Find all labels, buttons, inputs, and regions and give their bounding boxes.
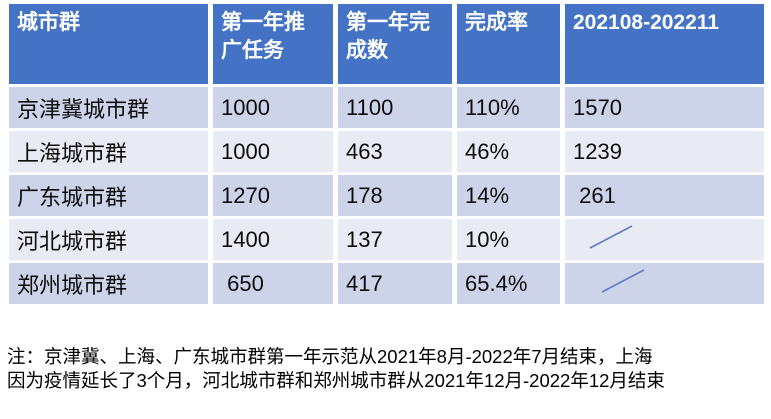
row-label: 河北城市群 <box>9 219 208 260</box>
period-value: 1239 <box>565 131 764 172</box>
period-no-data-cell <box>565 263 764 304</box>
header-row: 城市群 第一年推广任务 第一年完成数 完成率 202108-202211 <box>9 4 764 84</box>
table-row: 河北城市群 1400 137 10% <box>9 219 764 260</box>
col-header-completion-rate: 完成率 <box>457 4 560 84</box>
footnote-line: 因为疫情延长了3个月，河北城市群和郑州城市群从2021年12月-2022年12月… <box>7 370 665 391</box>
row-label: 上海城市群 <box>9 131 208 172</box>
done-value: 463 <box>338 131 452 172</box>
col-header-period: 202108-202211 <box>565 4 764 84</box>
rate-value: 14% <box>457 175 560 216</box>
footnote: 注：京津冀、上海、广东城市群第一年示范从2021年8月-2022年7月结束，上海… <box>7 345 763 393</box>
period-no-data-cell <box>565 219 764 260</box>
rate-value: 110% <box>457 87 560 128</box>
footnote-line: 注：京津冀、上海、广东城市群第一年示范从2021年8月-2022年7月结束，上海 <box>7 346 653 367</box>
no-data-slash-icon <box>599 267 647 301</box>
col-header-city-cluster: 城市群 <box>9 4 208 84</box>
rate-value: 10% <box>457 219 560 260</box>
col-header-first-year-task: 第一年推广任务 <box>213 4 333 84</box>
city-cluster-table: 城市群 第一年推广任务 第一年完成数 完成率 202108-202211 京津冀… <box>4 1 769 307</box>
done-value: 178 <box>338 175 452 216</box>
task-value: 1400 <box>213 219 333 260</box>
table-row: 郑州城市群 650 417 65.4% <box>9 263 764 304</box>
task-value: 650 <box>213 263 333 304</box>
row-label: 京津冀城市群 <box>9 87 208 128</box>
done-value: 1100 <box>338 87 452 128</box>
task-value: 1000 <box>213 87 333 128</box>
table-row: 京津冀城市群 1000 1100 110% 1570 <box>9 87 764 128</box>
row-label: 郑州城市群 <box>9 263 208 304</box>
task-value: 1000 <box>213 131 333 172</box>
done-value: 137 <box>338 219 452 260</box>
task-value: 1270 <box>213 175 333 216</box>
table-row: 广东城市群 1270 178 14% 261 <box>9 175 764 216</box>
done-value: 417 <box>338 263 452 304</box>
col-header-first-year-done: 第一年完成数 <box>338 4 452 84</box>
table-row: 上海城市群 1000 463 46% 1239 <box>9 131 764 172</box>
row-label: 广东城市群 <box>9 175 208 216</box>
period-value: 1570 <box>565 87 764 128</box>
period-value: 261 <box>565 175 764 216</box>
rate-value: 65.4% <box>457 263 560 304</box>
no-data-slash-icon <box>587 223 635 257</box>
rate-value: 46% <box>457 131 560 172</box>
